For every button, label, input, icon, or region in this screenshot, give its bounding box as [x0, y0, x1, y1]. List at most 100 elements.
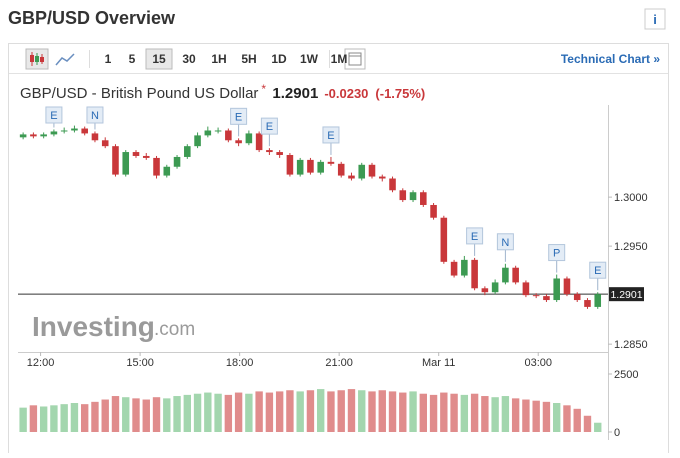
volume-bar [142, 399, 150, 432]
interval-button[interactable]: 5 [129, 52, 136, 66]
y-tick-label: 1.2950 [614, 241, 648, 253]
candle-body [153, 157, 160, 176]
event-label: E [266, 121, 273, 133]
volume-bar [214, 393, 222, 432]
candle-body [399, 190, 407, 201]
x-tick-label: 21:00 [325, 357, 353, 369]
candle-body [286, 154, 294, 175]
candle-body [440, 217, 448, 262]
candle-body [101, 140, 109, 147]
volume-bar [583, 415, 592, 432]
candle-body [173, 156, 181, 167]
candle-body [502, 267, 509, 283]
interval-button[interactable]: 1W [300, 52, 319, 66]
x-tick-label: 15:00 [126, 357, 154, 369]
volume-bar [347, 389, 356, 432]
candle-body [276, 152, 283, 155]
candle-body [255, 133, 263, 151]
candle-body [81, 128, 88, 134]
y2-tick-label: 0 [614, 427, 620, 439]
candle-body [142, 155, 150, 158]
indicators-button[interactable] [344, 48, 366, 70]
volume-bar [60, 404, 68, 432]
volume-bar [378, 390, 386, 432]
candle-body [307, 159, 314, 173]
interval-button[interactable]: 15 [152, 52, 166, 66]
interval-button[interactable]: 30 [182, 52, 196, 66]
volume-bar [245, 393, 253, 432]
volume-bar [163, 398, 171, 432]
candle-body [594, 294, 602, 307]
volume-bar [368, 391, 376, 432]
event-marker[interactable] [466, 227, 484, 245]
volume-bar [132, 398, 140, 432]
x-tick-label: 12:00 [27, 357, 55, 369]
volume-bar [204, 392, 212, 432]
watermark-brand: Investing [32, 311, 155, 342]
y2-tick-label: 2500 [614, 369, 638, 381]
interval-button[interactable]: 1D [271, 52, 287, 66]
candle-body [573, 294, 581, 301]
interval-button[interactable]: 1M [331, 52, 348, 66]
candle-body [378, 176, 386, 179]
volume-bar [70, 403, 79, 432]
candle-body [225, 130, 232, 141]
candle-body [532, 295, 540, 297]
line-type-button[interactable] [55, 53, 75, 66]
price-badge-label: 1.2901 [610, 289, 642, 301]
candle-body [389, 178, 396, 191]
event-marker[interactable] [230, 107, 248, 125]
interval-button[interactable]: 5H [241, 52, 256, 66]
volume-bar [553, 403, 561, 432]
volume-bar [388, 391, 397, 432]
candle-body [358, 164, 366, 179]
volume-bar [409, 391, 417, 432]
event-label: N [501, 237, 509, 249]
candle-body [194, 135, 201, 147]
candle-body [184, 146, 191, 157]
info-button[interactable] [644, 8, 666, 30]
event-marker[interactable] [548, 244, 566, 262]
volume-bar [111, 396, 120, 432]
interval-button[interactable]: 1 [105, 52, 112, 66]
volume-bar [491, 397, 499, 432]
technical-chart-link[interactable]: Technical Chart » [561, 52, 660, 66]
candle-body [563, 278, 571, 295]
candle-body [296, 159, 304, 175]
candle-body [543, 296, 550, 301]
event-marker[interactable] [496, 233, 514, 251]
volume-bar [91, 401, 99, 432]
interval-active [145, 48, 173, 70]
watermark-suffix: .com [154, 319, 195, 340]
event-marker[interactable] [322, 126, 340, 144]
event-marker[interactable] [86, 106, 104, 124]
candle-body [512, 267, 519, 283]
event-label: E [235, 111, 242, 123]
candle-body [317, 161, 324, 173]
candle-body [461, 259, 468, 276]
volume-bar [101, 399, 109, 432]
candle-body [584, 300, 591, 307]
candle-body [471, 259, 478, 289]
event-marker[interactable] [45, 106, 63, 124]
volume-bar [481, 396, 489, 432]
event-marker[interactable] [260, 117, 278, 135]
star-icon: * [261, 82, 266, 96]
volume-bar [542, 401, 551, 432]
volume-bar [573, 408, 581, 432]
volume-bar [337, 390, 345, 432]
x-tick-label: Mar 11 [422, 357, 455, 369]
candle-body [337, 163, 345, 176]
candle-body [132, 152, 140, 156]
info-icon[interactable]: i [653, 12, 657, 27]
volume-bar [265, 392, 274, 432]
x-tick-label: 03:00 [524, 357, 552, 369]
candle-body [112, 146, 119, 175]
event-marker[interactable] [589, 261, 607, 279]
candle-body [450, 261, 458, 276]
interval-button[interactable]: 1H [211, 52, 226, 66]
candle-body [245, 133, 253, 144]
volume-bar [440, 392, 448, 432]
